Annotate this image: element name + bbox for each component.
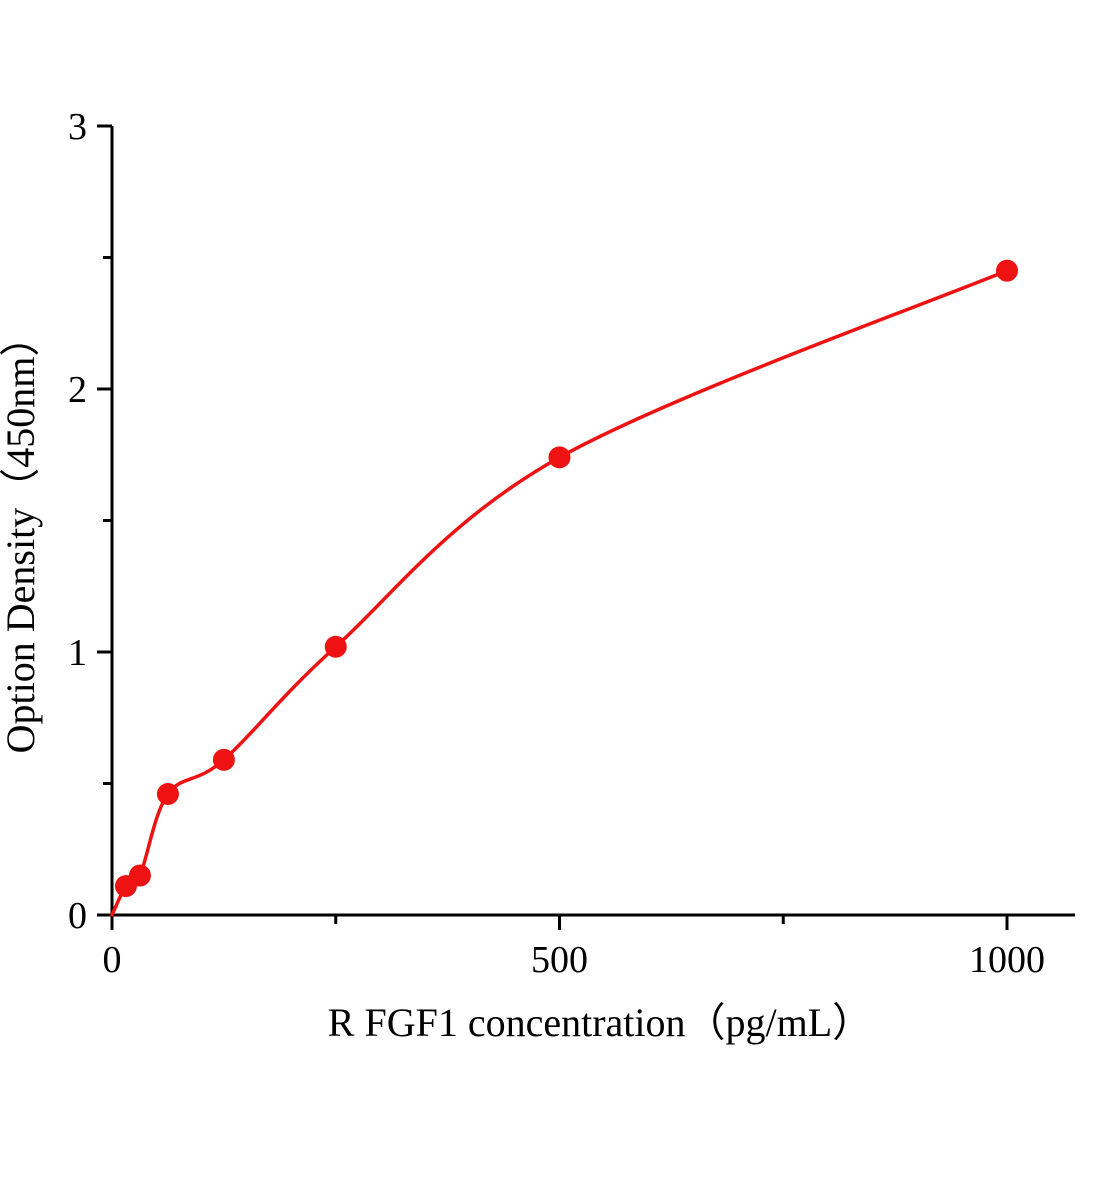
x-axis-label: R FGF1 concentration（pg/mL） [328, 1000, 872, 1045]
y-tick-label: 2 [68, 369, 87, 411]
data-point [212, 748, 235, 771]
fit-curve [110, 268, 1009, 917]
tick-marks [97, 124, 1009, 930]
data-point [548, 446, 571, 469]
tick-labels: 0 500 1000 0 1 2 3 [68, 106, 1045, 981]
y-tick-label: 0 [68, 895, 87, 937]
x-tick-label: 0 [103, 939, 122, 981]
data-point [156, 783, 179, 806]
y-tick-label: 1 [68, 632, 87, 674]
fit-curve-group [110, 268, 1009, 917]
y-tick-label: 3 [68, 106, 87, 148]
x-tick-label: 500 [531, 939, 588, 981]
data-point [996, 259, 1018, 282]
data-point [324, 635, 347, 658]
data-point [128, 864, 151, 887]
axes [110, 126, 1075, 917]
x-tick-label: 1000 [969, 939, 1045, 981]
data-points-group [114, 259, 1018, 898]
y-axis-label: Option Density（450nm） [0, 317, 43, 754]
